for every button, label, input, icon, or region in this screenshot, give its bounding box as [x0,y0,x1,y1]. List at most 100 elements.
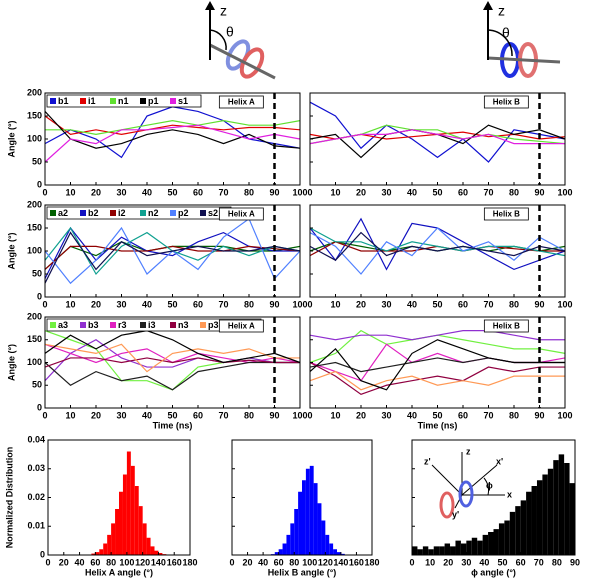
series-line [309,330,565,341]
axis-label: z [220,3,227,19]
x-tick-label: 30 [461,557,471,567]
x-tick-label: 50 [432,299,442,309]
histogram-bar [325,534,330,555]
histogram-bar [504,520,510,555]
x-tick-label: 20 [356,187,366,197]
panel-label-box [483,207,529,221]
x-tick-label: 30 [116,410,126,420]
histogram-bar [509,511,516,555]
x-tick-label: 90 [269,299,279,309]
x-tick-label: 100 [302,557,317,567]
histogram-bar [290,523,295,555]
histogram-bar [444,543,451,555]
legend-label: b1 [58,96,69,106]
legend-label: i3 [148,320,156,330]
y-tick-label: 100 [27,133,42,143]
x-tick-label: 70 [483,187,493,197]
y-tick-label: 150 [27,222,42,232]
x-tick-label: 40 [142,299,152,309]
histogram-bar [477,540,483,555]
histogram-bar [138,506,143,555]
legend-swatch [200,322,206,328]
x-axis-label: Time (ns) [153,420,193,430]
x-tick-label: 50 [498,557,508,567]
x-tick-label: 0 [42,410,47,420]
legend-swatch [80,98,86,104]
legend-swatch [110,210,116,216]
x-tick-label: 80 [289,557,299,567]
series-line [44,245,301,270]
legend-swatch [200,210,206,216]
legend-label: b2 [88,208,99,218]
histogram-bar [433,546,440,555]
legend-swatch [50,210,56,216]
legend-swatch [50,98,56,104]
y-tick-label: 50 [32,268,42,278]
legend-swatch [140,322,146,328]
x-tick-label: 160 [349,557,364,567]
histogram-bar [130,465,135,555]
histogram-bar [95,552,100,555]
x-tick-label: 100 [557,187,572,197]
histogram-bar [333,549,337,555]
x-tick-label: 90 [534,187,544,197]
x-tick-label: 10 [65,187,75,197]
x-tick-label: 120 [135,557,150,567]
histogram-bar [309,465,314,555]
inset-label: z [466,446,471,456]
x-tick-label: 60 [458,410,468,420]
legend-label: b3 [88,320,99,330]
x-tick-label: 60 [193,410,203,420]
x-tick-label: 80 [244,299,254,309]
x-tick-label: 90 [269,187,279,197]
histogram-bar [274,552,279,555]
histogram-bar [294,509,299,555]
panel-label-box [483,319,529,333]
histogram-bar [450,546,456,555]
x-tick-label: 100 [557,299,572,309]
panel-label-box [218,319,264,333]
panel-label-box [218,95,264,109]
x-tick-label: 60 [193,299,203,309]
series-line [309,131,566,140]
histogram-bar [119,491,123,555]
x-tick-label: 100 [292,299,307,309]
histogram-bar [428,549,434,555]
histogram-bar [526,491,532,555]
histogram-bar [536,480,543,555]
legend-label: i1 [88,96,96,106]
inset-label: y' [452,509,459,519]
panel-label: Helix A [228,322,255,331]
x-tick-label: 140 [333,557,348,567]
histogram-bar [412,546,418,555]
x-tick-label: 90 [269,410,279,420]
legend-label: n2 [148,208,159,218]
histogram-bar [455,540,461,555]
panel-label: Helix A [228,98,255,107]
diagram-left: z θ [205,1,276,80]
histogram-bar [302,480,306,555]
histogram-bar [460,543,467,555]
x-tick-label: 50 [167,299,177,309]
inset-label: z' [424,456,431,466]
x-tick-label: 160 [167,557,182,567]
series-line [45,119,301,136]
x-tick-label: 20 [443,557,453,567]
series-line [309,361,565,396]
series-line [44,226,300,279]
x-tick-label: 80 [509,187,519,197]
x-tick-label: 80 [509,410,519,420]
x-tick-label: 30 [381,410,391,420]
x-tick-label: 80 [244,410,254,420]
x-tick-label: 70 [218,410,228,420]
x-tick-label: 30 [381,187,391,197]
x-tick-label: 0 [307,187,312,197]
x-tick-label: 70 [218,187,228,197]
histogram-bar [520,500,527,555]
legend-label: p2 [178,208,189,218]
legend-label: p1 [148,96,159,106]
legend-swatch [170,210,176,216]
histogram-bar [317,503,322,555]
x-tick-label: 80 [244,187,254,197]
series-line [309,370,565,391]
